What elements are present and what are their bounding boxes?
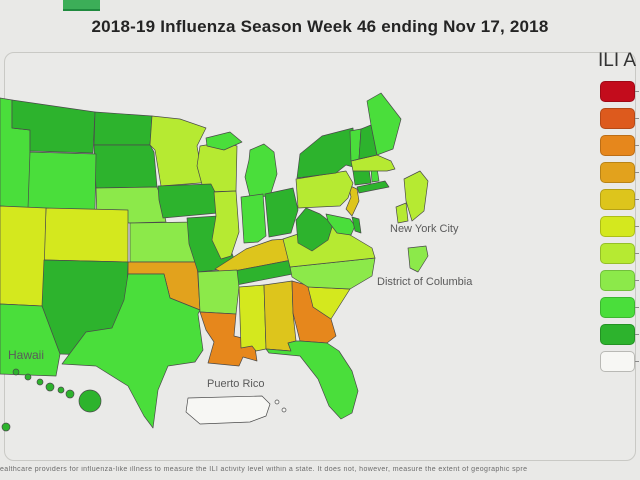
- state-ar[interactable]: Arkansas: [197, 269, 240, 315]
- state-ct[interactable]: Connecticut: [352, 168, 372, 186]
- state-sd[interactable]: South Dakota: [93, 144, 158, 189]
- state-hi[interactable]: Hawaii: [65, 389, 75, 399]
- legend-tick: [635, 226, 639, 227]
- legend-tick: [635, 199, 639, 200]
- legend-swatch-low-level-6: [600, 189, 639, 210]
- state-ny[interactable]: New York: [296, 127, 358, 179]
- state-mi[interactable]: Michigan: [205, 131, 243, 151]
- state-mi[interactable]: Michigan: [244, 143, 278, 198]
- state-dc[interactable]: District of Columbia: [407, 245, 429, 273]
- legend-tick: [635, 334, 639, 335]
- legend-swatch-minimal-level-2: [600, 297, 639, 318]
- legend-tick: [635, 361, 639, 362]
- legend-swatch-low-level-5: [600, 216, 639, 237]
- legend-tick: [635, 253, 639, 254]
- legend-swatch-high-level-9: [600, 108, 639, 129]
- state-pr[interactable]: Puerto Rico: [185, 395, 271, 425]
- state-co[interactable]: Colorado: [43, 207, 129, 263]
- state-la[interactable]: Louisiana: [199, 311, 258, 367]
- legend-swatch-minimal-level-4: [600, 243, 639, 264]
- state-nd[interactable]: North Dakota: [93, 111, 153, 146]
- state-az[interactable]: Arizona: [0, 303, 61, 377]
- page-title: 2018-19 Influenza Season Week 46 ending …: [91, 17, 549, 36]
- state-hi[interactable]: Hawaii: [78, 389, 102, 413]
- legend-swatch-moderate-level-8: [600, 135, 639, 156]
- state-hi[interactable]: Hawaii: [45, 382, 55, 392]
- state-hi[interactable]: Hawaii: [57, 386, 65, 394]
- legend-tick: [635, 91, 639, 92]
- state-ut[interactable]: Utah: [0, 205, 47, 307]
- legend-tick: [635, 145, 639, 146]
- legend-tick: [635, 280, 639, 281]
- state-nj[interactable]: New Jersey: [345, 184, 360, 217]
- state-de[interactable]: Delaware: [351, 216, 362, 234]
- legend-swatch-high-level-10: [600, 81, 639, 102]
- legend-swatches: [600, 81, 640, 378]
- state-nyc[interactable]: New York City: [395, 202, 409, 224]
- legend-swatch-minimal-level-1: [600, 324, 639, 345]
- top-green-bar: [63, 0, 100, 11]
- state-fl[interactable]: Florida: [265, 340, 359, 420]
- legend-swatch-insufficient-data: [600, 351, 639, 372]
- legend-tick: [635, 118, 639, 119]
- district-of-columbia-label: District of Columbia: [377, 276, 473, 288]
- state-wy[interactable]: Wyoming: [27, 151, 97, 211]
- footer-disclaimer-text: ealthcare providers for influenza-like i…: [0, 466, 528, 473]
- new-york-city-label: New York City: [390, 223, 459, 235]
- state-hi[interactable]: Hawaii: [36, 378, 44, 386]
- state-nyc[interactable]: New York City: [403, 170, 429, 222]
- state-wv[interactable]: West Virginia: [295, 207, 334, 252]
- legend-swatch-moderate-level-7: [600, 162, 639, 183]
- state-in[interactable]: Indiana: [240, 193, 267, 244]
- state-oh[interactable]: Ohio: [264, 187, 299, 238]
- state-li[interactable]: New York Long Island: [356, 180, 390, 194]
- ili-activity-legend: ILI A: [596, 50, 640, 372]
- state-hi[interactable]: Hawaii: [12, 368, 20, 376]
- legend-tick: [635, 307, 639, 308]
- state-il[interactable]: Illinois: [211, 190, 240, 260]
- state-pa[interactable]: Pennsylvania: [295, 170, 354, 209]
- legend-tick: [635, 172, 639, 173]
- state-ia[interactable]: Iowa: [157, 183, 219, 219]
- puerto-rico-label: Puerto Rico: [207, 378, 265, 390]
- state-tx[interactable]: Texas: [61, 273, 204, 429]
- state-hi[interactable]: Hawaii: [24, 373, 32, 381]
- hawaii-label: Hawaii: [8, 348, 45, 362]
- us-ili-activity-map: IdahoMontanaNorth DakotaSouth DakotaWyom…: [0, 92, 429, 432]
- state-al[interactable]: Alabama: [263, 280, 297, 352]
- state-pr[interactable]: Puerto Rico: [274, 399, 280, 405]
- state-ms[interactable]: Mississippi: [238, 284, 267, 352]
- legend-title: ILI A: [598, 50, 637, 71]
- state-hi[interactable]: Hawaii: [1, 422, 11, 432]
- state-md[interactable]: Maryland: [325, 213, 356, 236]
- state-me[interactable]: Maine: [366, 92, 402, 156]
- state-pr[interactable]: Puerto Rico: [281, 407, 287, 413]
- legend-swatch-minimal-level-3: [600, 270, 639, 291]
